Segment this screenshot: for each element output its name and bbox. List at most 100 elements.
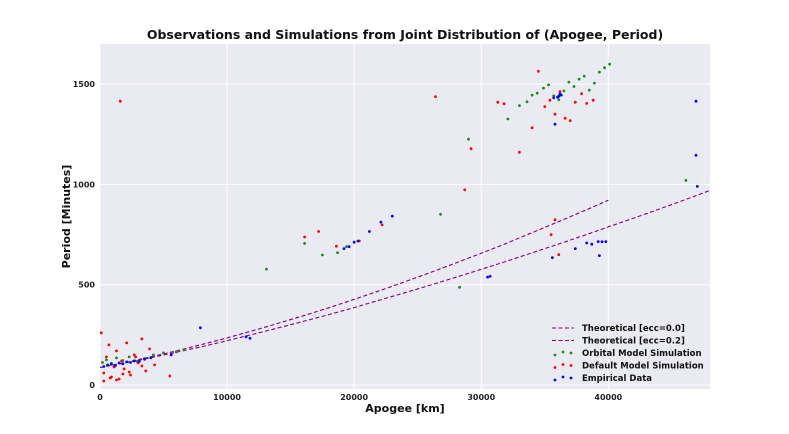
orbital-point (603, 66, 606, 70)
legend-label: Default Model Simulation (582, 362, 704, 372)
empirical-point (342, 247, 346, 251)
orbital-point (608, 62, 611, 66)
orbital-point (598, 70, 601, 74)
empirical-point (368, 230, 371, 233)
default-point (434, 95, 437, 98)
orbital-point (101, 361, 104, 364)
orbital-point (542, 86, 545, 90)
default-point (140, 337, 144, 341)
legend-item-theory0: Theoretical [ecc=0.0] (552, 324, 685, 334)
default-point (153, 363, 157, 367)
series-theory0 (100, 199, 609, 369)
default-point (496, 100, 500, 104)
empirical-point (604, 240, 608, 244)
orbital-point (182, 348, 186, 352)
empirical-point (600, 240, 604, 244)
empirical-point (199, 326, 202, 330)
default-point (563, 116, 567, 120)
default-point (121, 372, 125, 376)
default-point (549, 233, 553, 237)
default-point (548, 98, 552, 102)
empirical-point (390, 214, 394, 218)
empirical-point (585, 241, 589, 245)
orbital-point (582, 74, 586, 78)
orbital-point (530, 93, 534, 97)
default-point (140, 364, 144, 368)
legend-point-marker (569, 376, 573, 380)
series-orbital (101, 62, 688, 365)
legend-point-marker (561, 375, 565, 379)
orbital-point (115, 356, 118, 360)
legend-label: Theoretical [ecc=0.0] (582, 324, 685, 334)
default-point (132, 353, 136, 357)
x-tick-label: 30000 (467, 393, 495, 402)
default-point (125, 341, 129, 345)
default-point (129, 373, 132, 377)
default-point (127, 370, 131, 374)
orbital-point (127, 355, 131, 359)
default-point (585, 102, 589, 105)
default-point (100, 331, 103, 335)
x-tick-label: 40000 (594, 393, 622, 402)
default-point (573, 100, 577, 104)
empirical-point (248, 336, 252, 340)
empirical-point (573, 247, 577, 251)
orbital-point (572, 85, 576, 88)
theory-line-theory0 (100, 199, 609, 369)
default-point (502, 102, 506, 106)
empirical-point (598, 254, 601, 257)
default-point (543, 105, 547, 108)
orbital-point (174, 350, 178, 354)
legend-point-marker (561, 350, 565, 354)
empirical-point (125, 360, 129, 364)
chart-title: Observations and Simulations from Joint … (147, 27, 663, 42)
default-point (558, 90, 562, 94)
default-point (335, 244, 338, 248)
empirical-point (488, 274, 492, 278)
empirical-point (694, 99, 698, 103)
empirical-point (121, 362, 125, 366)
orbital-point (321, 253, 324, 257)
default-point (557, 253, 561, 256)
orbital-point (458, 285, 461, 289)
legend-point-marker (553, 353, 557, 357)
orbital-point (105, 358, 108, 362)
orbital-point (303, 242, 306, 245)
empirical-point (559, 93, 563, 97)
default-point (463, 188, 467, 192)
empirical-point (347, 245, 351, 249)
default-point (122, 367, 126, 371)
default-point (117, 377, 121, 381)
tick-labels: 0 10000 20000 30000 40000 0 500 1000 1500 (73, 80, 623, 402)
legend-label: Theoretical [ecc=0.2] (582, 337, 685, 347)
orbital-point (557, 98, 561, 102)
empirical-point (169, 353, 173, 357)
default-point (553, 218, 557, 222)
default-point (120, 359, 123, 363)
empirical-point (110, 362, 113, 366)
empirical-point (117, 361, 121, 365)
default-point (115, 349, 118, 353)
series-theory2 (100, 189, 710, 369)
legend-point-marker (561, 363, 565, 366)
default-point (469, 147, 473, 151)
empirical-point (379, 220, 383, 224)
default-point (380, 223, 384, 227)
default-point (102, 371, 106, 375)
legend-point-marker (553, 378, 557, 382)
y-tick-label: 1500 (73, 80, 96, 89)
default-point (580, 92, 583, 96)
orbital-point (152, 353, 155, 357)
theory-line-theory2 (100, 189, 710, 369)
empirical-point (244, 335, 248, 339)
default-point (144, 369, 148, 373)
empirical-point (551, 256, 554, 259)
orbital-point (467, 137, 470, 141)
series-default (100, 69, 595, 383)
legend-label: Orbital Model Simulation (582, 349, 702, 359)
empirical-point (486, 275, 489, 279)
empirical-point (553, 122, 557, 126)
empirical-point (129, 361, 132, 364)
